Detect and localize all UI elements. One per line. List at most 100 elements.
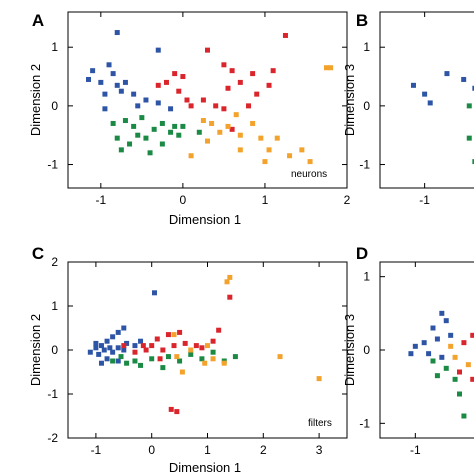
y-tick-label: 1 [51,40,58,54]
data-point-orange [210,356,216,362]
data-point-blue [90,68,96,74]
data-point-green [122,118,128,124]
data-point-green [160,365,166,371]
data-point-blue [439,354,445,360]
data-point-blue [439,310,445,316]
data-point-red [227,294,233,300]
data-point-green [434,373,440,379]
data-point-green [138,362,144,368]
data-point-green [151,126,157,132]
data-point-blue [461,76,467,82]
data-point-red [250,71,256,77]
panel-d: -1 -1 0 1 D Dimension 3 [342,244,474,457]
data-point-red [246,103,252,109]
data-point-orange [323,65,329,71]
data-point-blue [101,347,107,353]
data-point-red [237,79,243,85]
data-point-blue [135,103,141,109]
data-point-blue [131,91,137,97]
data-point-red [470,376,474,382]
panel-letter: A [32,11,44,30]
data-point-orange [209,120,215,126]
data-point-orange [287,153,293,159]
x-tick-label: -1 [410,443,421,457]
data-point-orange [328,65,334,71]
data-point-orange [299,147,305,153]
data-point-green [177,358,183,364]
data-point-blue [448,332,454,338]
data-point-orange [274,135,280,141]
data-point-red [221,62,227,68]
points-group [408,310,474,419]
data-point-blue [426,351,432,357]
data-point-orange [233,112,239,118]
y-tick-label: 2 [51,255,58,269]
data-point-green [118,147,124,153]
plot-frame [379,261,474,439]
data-point-green [443,365,449,371]
data-point-green [466,135,472,141]
data-point-red [229,126,235,132]
data-point-blue [110,71,116,77]
x-tick-label: 0 [180,193,187,207]
data-point-orange [225,123,231,129]
data-point-green [168,129,174,135]
x-tick-label: 3 [316,443,323,457]
data-point-orange [200,118,206,124]
data-point-blue [115,345,121,351]
data-point-red [149,343,155,349]
data-point-orange [224,279,230,285]
data-point-green [159,141,165,147]
data-point-blue [98,360,104,366]
data-point-orange [171,332,177,338]
data-point-orange [277,354,283,360]
data-point-blue [104,356,110,362]
data-point-red [171,343,177,349]
data-point-green [124,360,130,366]
data-point-orange [262,159,268,165]
points-group [86,30,334,165]
data-point-blue [421,340,427,346]
data-point-blue [86,76,92,82]
data-point-green [110,120,116,126]
data-point-blue [472,85,474,91]
y-tick-label: -2 [47,431,58,445]
data-point-orange [205,138,210,144]
data-point-green [135,132,141,138]
data-point-red [155,82,161,88]
data-point-orange [307,159,313,165]
data-point-green [452,376,458,382]
plot-frame [67,11,348,189]
data-point-blue [155,47,161,53]
data-point-green [461,413,467,419]
data-point-red [200,97,206,103]
data-point-orange [205,343,210,349]
data-point-blue [110,349,116,355]
data-point-orange [179,369,185,375]
points-group [87,274,322,415]
data-point-blue [102,91,108,97]
x-tick-label: 1 [262,193,269,207]
data-point-blue [118,88,124,94]
data-point-red [199,345,205,351]
data-point-blue [87,349,93,355]
data-point-blue [151,290,157,296]
data-point-red [165,332,171,338]
y-tick-label: 0 [51,343,58,357]
y-axis-label: Dimension 3 [342,314,357,386]
x-axis-label: Dimension 1 [169,460,241,474]
data-point-green [188,351,194,357]
data-point-green [457,391,462,397]
x-tick-label: -1 [95,193,106,207]
data-point-red [205,47,210,53]
data-point-blue [114,82,120,88]
data-point-green [147,150,153,156]
data-point-red [174,409,180,415]
data-point-blue [143,97,149,103]
data-point-orange [258,135,264,141]
data-point-red [193,343,199,349]
data-point-red [132,349,138,355]
y-tick-label: -1 [47,158,58,172]
